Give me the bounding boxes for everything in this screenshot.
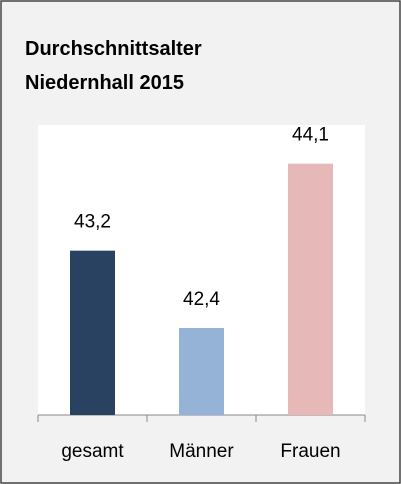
x-tick-label: Frauen bbox=[280, 441, 340, 462]
x-tick-label: Männer bbox=[169, 441, 234, 462]
data-label: 43,2 bbox=[74, 212, 111, 233]
bar bbox=[179, 328, 224, 415]
chart-title: Niedernhall 2015 bbox=[25, 72, 184, 94]
bar bbox=[288, 163, 333, 415]
x-tick-label: gesamt bbox=[61, 441, 124, 462]
data-label: 44,1 bbox=[292, 125, 329, 146]
bar bbox=[70, 250, 115, 415]
data-label: 42,4 bbox=[183, 289, 220, 310]
chart-title: Durchschnittsalter bbox=[25, 38, 202, 60]
